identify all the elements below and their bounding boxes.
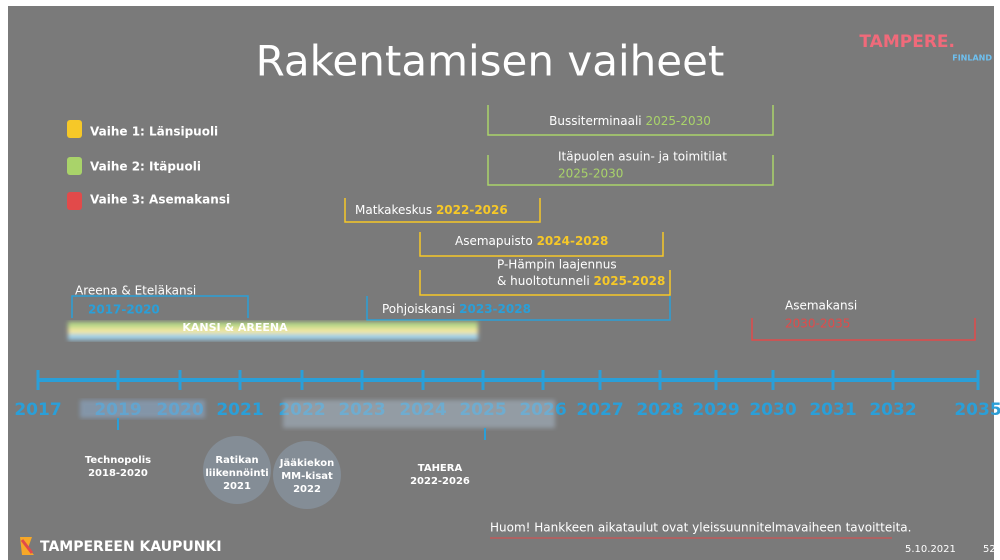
band [68,322,478,340]
event-label: 2021 [223,481,251,492]
event-label: Jääkiekon [279,458,334,469]
event-label: liikennöinti [205,468,268,479]
project: & huoltotunneli 2025-2028 [497,274,665,288]
legend-label: Vaihe 1: Länsipuoli [90,125,218,139]
project: Itäpuolen asuin- ja toimitilat [558,150,727,164]
year: 2031 [809,400,856,420]
project: Areena & Eteläkansi [75,284,196,298]
logo-sub: FINLAND [952,54,992,63]
project: Asemapuisto 2024-2028 [455,234,608,248]
year: 2030 [749,400,796,420]
event-label: Technopolis [85,455,151,466]
bracket [419,270,671,296]
project: P-Hämpin laajennus [497,258,617,272]
legend-swatch [67,120,82,138]
bracket [487,155,774,186]
bracket [344,198,541,223]
period [80,400,205,418]
background [8,6,994,560]
project: Bussiterminaali 2025-2030 [549,114,711,128]
event-label: TAHERA [418,463,463,474]
bracket [487,105,774,136]
logo: TAMPERE. [859,32,955,52]
band-label: KANSI & AREENA [182,321,288,334]
event-label: 2022 [293,484,321,495]
year: 2035 [954,400,1000,420]
event-label: 2018-2020 [88,468,148,479]
bracket [71,295,249,318]
year: 2028 [636,400,683,420]
events: Technopolis 2018-2020 Ratikan liikennöinti 2… [85,455,470,495]
date: 5.10.2021 [905,544,956,555]
org: TAMPEREEN KAUPUNKI [40,539,222,555]
org-icon [20,539,34,554]
event-label: MM-kisat [281,471,333,482]
year: 2027 [576,400,623,420]
bracket [419,232,664,257]
project-years: 2025-2030 [558,167,623,181]
event-circle [273,441,341,509]
title: Rakentamisen vaiheet [256,37,725,86]
project-years: 2030-2035 [785,317,850,331]
legend-label: Vaihe 2: Itäpuoli [90,160,201,174]
project: Matkakeskus 2022-2026 [355,203,508,217]
bracket [366,296,671,321]
year: 2029 [692,400,739,420]
period [283,400,555,428]
project: Pohjoiskansi 2023-2028 [382,302,531,316]
page-number: 52 [983,544,996,555]
event-label: 2022-2026 [410,476,470,487]
legend-label: Vaihe 3: Asemakansi [90,193,230,207]
year: 2017 [14,400,61,420]
year: 2021 [216,400,263,420]
year: 2032 [869,400,916,420]
event-circle [203,436,271,504]
legend-swatch [67,157,82,175]
project: Asemakansi [785,299,857,313]
legend-swatch [67,192,82,210]
event-label: Ratikan [215,455,258,466]
project-years: 2017-2020 [88,303,160,317]
bracket [751,318,976,341]
note: Huom! Hankkeen aikataulut ovat yleissuun… [490,521,911,535]
